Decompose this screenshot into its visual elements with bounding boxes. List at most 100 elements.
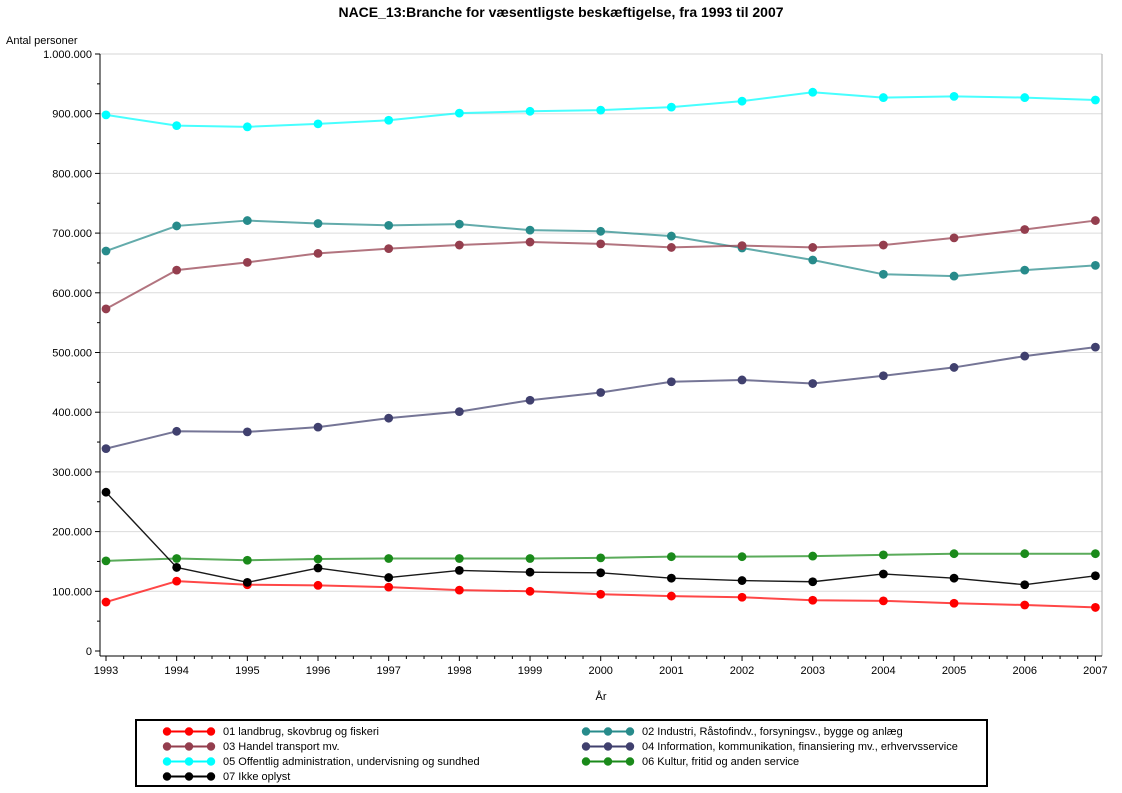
legend-item-02: 02 Industri, Råstofindv., forsyningsv., … <box>580 724 986 739</box>
data-point-02-1998 <box>454 219 464 229</box>
y-tick-label: 400.000 <box>52 407 92 419</box>
data-point-06-1998 <box>454 554 464 563</box>
data-point-05-2004 <box>878 93 888 102</box>
x-axis-title: År <box>595 691 607 703</box>
legend-label-04: 04 Information, kommunikation, finansier… <box>642 740 958 753</box>
data-point-01-2005 <box>949 598 959 608</box>
data-point-07-1993 <box>101 487 111 497</box>
data-point-05-1993 <box>101 110 111 120</box>
chart-legend: 01 landbrug, skovbrug og fiskeri 02 Indus… <box>135 719 988 787</box>
data-point-01-1997 <box>384 582 394 592</box>
data-point-05-2003 <box>808 87 818 97</box>
data-point-05-2001 <box>666 102 676 112</box>
data-point-03-2002 <box>737 241 747 251</box>
data-point-04-2007 <box>1091 342 1100 352</box>
data-point-04-1998 <box>454 407 464 417</box>
x-tick-label: 2003 <box>800 665 824 677</box>
chart-canvas: 1.000.000 900.000 800.000 700.000 600.000 500… <box>43 49 1108 677</box>
y-axis-ticks: 1.000.000 900.000 800.000 700.000 600.000 500… <box>43 49 100 658</box>
data-point-01-1994 <box>172 576 182 586</box>
data-point-05-1995 <box>242 122 252 132</box>
data-point-05-1997 <box>384 115 394 125</box>
data-point-06-2003 <box>808 551 818 561</box>
data-point-06-2006 <box>1020 549 1030 559</box>
legend-label-02: 02 Industri, Råstofindv., forsyningsv., … <box>642 725 903 738</box>
series-01 <box>101 576 1100 612</box>
data-point-05-2005 <box>949 91 959 101</box>
data-point-07-2000 <box>596 568 606 578</box>
legend-item-04: 04 Information, kommunikation, finansier… <box>580 739 986 754</box>
legend-label-05: 05 Offentlig administration, undervisnin… <box>223 755 480 768</box>
data-point-07-2006 <box>1020 580 1030 590</box>
data-point-05-2007 <box>1091 95 1100 105</box>
data-point-03-2007 <box>1091 216 1100 225</box>
data-point-07-2004 <box>878 569 888 579</box>
legend-marker-icon <box>581 742 635 751</box>
data-point-04-1995 <box>242 427 252 437</box>
series-02 <box>101 216 1100 281</box>
data-point-03-2001 <box>666 243 676 252</box>
data-point-04-2003 <box>808 379 818 388</box>
data-point-03-2000 <box>596 239 606 249</box>
data-point-07-1994 <box>172 563 182 572</box>
data-point-06-1995 <box>242 555 252 565</box>
x-axis-ticks: 1993 1994 1995 1996 1997 1998 1999 2000 2001 2002… <box>94 656 1108 677</box>
data-point-06-1993 <box>101 556 111 566</box>
series-07 <box>101 487 1100 590</box>
series-03 <box>101 216 1100 314</box>
legend-item-03: 03 Handel transport mv. <box>161 739 580 754</box>
data-point-02-1995 <box>242 216 252 225</box>
data-point-04-1994 <box>172 426 182 436</box>
legend-marker-icon <box>581 757 635 766</box>
data-point-01-1999 <box>525 586 535 596</box>
data-point-03-1996 <box>313 248 323 258</box>
data-point-06-1996 <box>313 554 323 564</box>
data-point-04-2005 <box>949 363 959 372</box>
data-point-03-1995 <box>242 257 252 267</box>
y-tick-label: 700.000 <box>52 228 92 240</box>
data-point-01-2000 <box>596 589 606 599</box>
legend-item-01: 01 landbrug, skovbrug og fiskeri <box>161 724 580 739</box>
legend-marker-icon <box>581 727 635 736</box>
x-tick-label: 2000 <box>588 665 612 677</box>
legend-marker-icon <box>162 757 216 766</box>
legend-item-05: 05 Offentlig administration, undervisnin… <box>161 754 580 769</box>
legend-label-06: 06 Kultur, fritid og anden service <box>642 755 800 768</box>
data-point-01-2001 <box>666 591 676 601</box>
data-point-01-1998 <box>454 585 464 595</box>
y-axis-title: Antal personer <box>6 35 78 47</box>
data-point-05-2006 <box>1020 93 1030 102</box>
data-point-04-2001 <box>666 377 676 387</box>
data-point-03-1994 <box>172 265 182 275</box>
data-point-07-1995 <box>242 577 252 587</box>
data-point-03-2005 <box>949 233 959 243</box>
data-point-07-1996 <box>313 563 323 573</box>
x-tick-label: 1999 <box>518 665 542 677</box>
legend-item-07: 07 Ikke oplyst <box>161 769 580 784</box>
data-point-02-2004 <box>878 269 888 279</box>
data-point-02-2001 <box>666 231 676 241</box>
x-tick-label: 1997 <box>376 665 400 677</box>
data-point-04-2000 <box>596 388 606 397</box>
x-tick-label: 1998 <box>447 665 471 677</box>
data-point-03-2003 <box>808 243 818 252</box>
data-point-07-2001 <box>666 573 676 583</box>
x-tick-label: 1994 <box>164 665 188 677</box>
data-point-06-2002 <box>737 552 747 562</box>
data-point-05-1998 <box>454 108 464 118</box>
data-point-07-2003 <box>808 577 818 587</box>
data-point-06-2001 <box>666 552 676 562</box>
legend-label-01: 01 landbrug, skovbrug og fiskeri <box>223 725 379 738</box>
data-point-05-1996 <box>313 119 323 129</box>
data-point-07-2002 <box>737 576 747 585</box>
data-point-05-1999 <box>525 106 535 116</box>
gridlines <box>100 53 1102 592</box>
y-tick-label: 300.000 <box>52 467 92 479</box>
data-point-06-2004 <box>878 550 888 560</box>
x-tick-label: 2002 <box>730 665 754 677</box>
data-point-03-1997 <box>384 244 394 254</box>
series-line-04 <box>105 346 1097 450</box>
series-04 <box>101 342 1100 454</box>
data-point-04-1993 <box>101 444 111 454</box>
